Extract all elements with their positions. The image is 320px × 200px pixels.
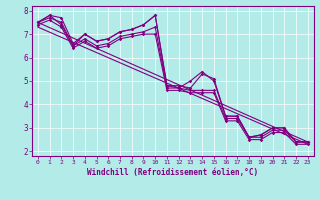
X-axis label: Windchill (Refroidissement éolien,°C): Windchill (Refroidissement éolien,°C) (87, 168, 258, 177)
